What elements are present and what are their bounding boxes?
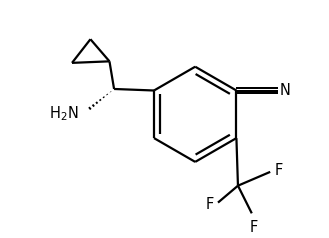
Text: F: F <box>250 220 258 235</box>
Text: F: F <box>274 163 282 178</box>
Text: F: F <box>206 197 214 212</box>
Text: N: N <box>280 83 291 98</box>
Text: H$_2$N: H$_2$N <box>49 105 79 124</box>
